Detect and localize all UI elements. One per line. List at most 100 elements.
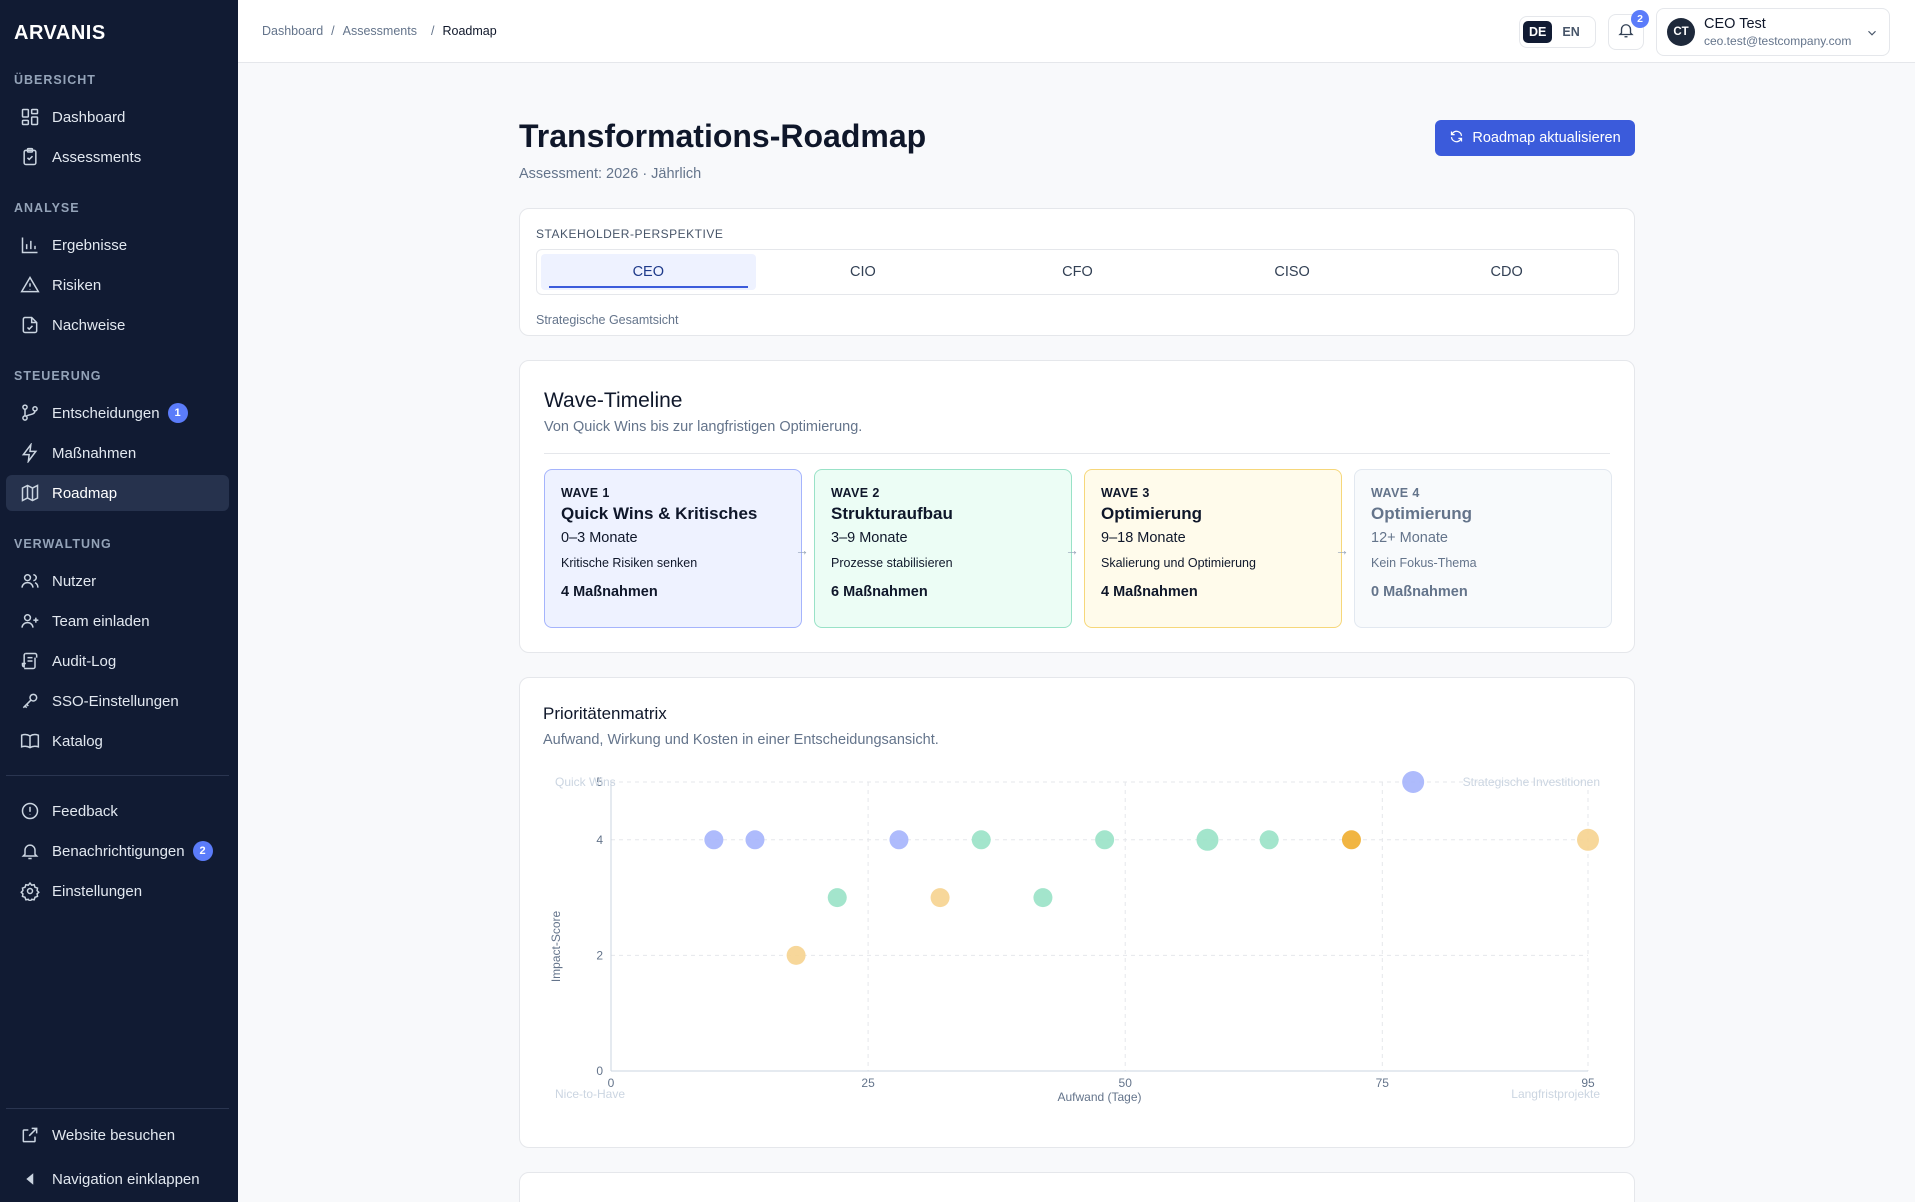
sidebar-item-label: Assessments bbox=[52, 148, 142, 166]
sidebar-item-results[interactable]: Ergebnisse bbox=[6, 227, 229, 263]
breadcrumb-dashboard[interactable]: Dashboard bbox=[262, 24, 324, 38]
wave-card-1[interactable]: WAVE 1 Quick Wins & Kritisches 0–3 Monat… bbox=[544, 469, 802, 628]
data-point bbox=[1196, 828, 1219, 851]
sidebar-item-risks[interactable]: Risiken bbox=[6, 267, 229, 303]
map-icon bbox=[20, 483, 40, 503]
user-email: ceo.test@testcompany.com bbox=[1704, 34, 1852, 48]
sidebar-divider bbox=[6, 1108, 229, 1109]
wave-timeline-card: Wave-Timeline Von Quick Wins bis zur lan… bbox=[519, 360, 1635, 653]
git-branch-icon bbox=[20, 403, 40, 423]
language-switcher: DE EN bbox=[1519, 16, 1596, 48]
sidebar-item-catalog[interactable]: Katalog bbox=[6, 723, 229, 759]
page-subtitle: Assessment: 2026 · Jährlich bbox=[519, 166, 702, 182]
data-point bbox=[1259, 830, 1279, 850]
sidebar-item-invite[interactable]: Team einladen bbox=[6, 603, 229, 639]
sidebar-item-feedback[interactable]: Feedback bbox=[6, 793, 229, 829]
sidebar-item-sso[interactable]: SSO-Einstellungen bbox=[6, 683, 229, 719]
arrow-right-icon: → bbox=[1335, 542, 1349, 558]
wave-measure-count: 0 Maßnahmen bbox=[1371, 584, 1468, 600]
wave-label: WAVE 4 bbox=[1371, 486, 1420, 500]
sidebar-item-assessments[interactable]: Assessments bbox=[6, 139, 229, 175]
nav-section-admin: VERWALTUNG bbox=[14, 537, 112, 551]
sidebar-item-label: Dashboard bbox=[52, 108, 126, 126]
wave-card-2[interactable]: WAVE 2 Strukturaufbau 3–9 Monate Prozess… bbox=[814, 469, 1072, 628]
tab-cio[interactable]: CIO bbox=[850, 264, 876, 280]
data-point bbox=[1341, 830, 1361, 850]
user-menu[interactable]: CT CEO Test ceo.test@testcompany.com bbox=[1656, 8, 1890, 56]
sidebar-item-audit-log[interactable]: Audit-Log bbox=[6, 643, 229, 679]
sidebar-item-decisions[interactable]: Entscheidungen 1 bbox=[6, 395, 229, 431]
wave-card-4[interactable]: WAVE 4 Optimierung 12+ Monate Kein Fokus… bbox=[1354, 469, 1612, 628]
x-tick-label: 95 bbox=[1581, 1076, 1595, 1090]
tab-ceo[interactable]: CEO bbox=[541, 254, 756, 290]
sidebar-item-label: Roadmap bbox=[52, 484, 118, 502]
sidebar-divider bbox=[6, 775, 229, 776]
external-link-icon bbox=[20, 1125, 40, 1145]
wave-focus: Prozesse stabilisieren bbox=[831, 556, 953, 570]
key-icon bbox=[20, 691, 40, 711]
breadcrumb: Dashboard / Assessments / Roadmap bbox=[262, 24, 497, 38]
users-icon bbox=[20, 571, 40, 591]
tab-ciso[interactable]: CISO bbox=[1274, 264, 1310, 280]
data-point bbox=[827, 888, 847, 908]
wave-duration: 12+ Monate bbox=[1371, 530, 1448, 546]
sidebar-item-settings[interactable]: Einstellungen bbox=[6, 873, 229, 909]
wave-focus: Skalierung und Optimierung bbox=[1101, 556, 1256, 570]
top-bar: Dashboard / Assessments / Roadmap DE EN … bbox=[238, 0, 1915, 63]
sidebar-item-label: Website besuchen bbox=[52, 1126, 176, 1144]
x-tick-label: 50 bbox=[1119, 1076, 1133, 1090]
data-point bbox=[745, 830, 765, 850]
wave-focus: Kritische Risiken senken bbox=[561, 556, 698, 570]
sidebar-item-label: Audit-Log bbox=[52, 652, 117, 670]
file-check-icon bbox=[20, 315, 40, 335]
refresh-roadmap-button[interactable]: Roadmap aktualisieren bbox=[1435, 120, 1635, 156]
y-tick-label: 5 bbox=[596, 775, 603, 789]
sidebar-item-roadmap[interactable]: Roadmap bbox=[6, 475, 229, 511]
priority-matrix-title: Prioritätenmatrix bbox=[543, 704, 667, 723]
nav-section-analysis: ANALYSE bbox=[14, 201, 80, 215]
lang-en-button[interactable]: EN bbox=[1562, 25, 1580, 39]
visit-website-link[interactable]: Website besuchen bbox=[6, 1117, 229, 1153]
collapse-navigation-button[interactable]: Navigation einklappen bbox=[6, 1161, 229, 1197]
data-point bbox=[786, 945, 806, 965]
wave-measure-count: 6 Maßnahmen bbox=[831, 584, 928, 600]
sidebar-item-label: Feedback bbox=[52, 802, 118, 820]
wave-card-3[interactable]: WAVE 3 Optimierung 9–18 Monate Skalierun… bbox=[1084, 469, 1342, 628]
sidebar-item-label: Maßnahmen bbox=[52, 444, 137, 462]
alert-circle-icon bbox=[20, 801, 40, 821]
sidebar-item-dashboard[interactable]: Dashboard bbox=[6, 99, 229, 135]
lang-de-button[interactable]: DE bbox=[1523, 21, 1553, 43]
bell-icon bbox=[20, 841, 40, 861]
notification-count-badge: 2 bbox=[1631, 10, 1649, 28]
x-tick-label: 75 bbox=[1376, 1076, 1390, 1090]
wave-title: Optimierung bbox=[1101, 504, 1203, 523]
brand-logo[interactable]: ARVANIS bbox=[14, 22, 106, 44]
wave-label: WAVE 1 bbox=[561, 486, 610, 500]
data-point bbox=[704, 830, 724, 850]
sidebar-item-notifications[interactable]: Benachrichtigungen 2 bbox=[6, 833, 229, 869]
data-point bbox=[1095, 830, 1115, 850]
quadrant-label-bottom-right: Langfristprojekte bbox=[1511, 1087, 1600, 1101]
gear-icon bbox=[20, 881, 40, 901]
arrow-right-icon: → bbox=[795, 542, 809, 558]
tab-cdo[interactable]: CDO bbox=[1490, 264, 1523, 280]
stakeholder-card: STAKEHOLDER-PERSPEKTIVE CEO CIO CFO CISO… bbox=[519, 208, 1635, 336]
sidebar-item-measures[interactable]: Maßnahmen bbox=[6, 435, 229, 471]
notifications-button[interactable]: 2 bbox=[1608, 10, 1649, 50]
bell-icon bbox=[1617, 21, 1635, 44]
quadrant-label-bottom-left: Nice-to-Have bbox=[555, 1087, 625, 1101]
wave-measure-count: 4 Maßnahmen bbox=[1101, 584, 1198, 600]
breadcrumb-separator: / bbox=[331, 24, 335, 38]
tab-cfo[interactable]: CFO bbox=[1062, 264, 1093, 280]
sidebar-item-evidence[interactable]: Nachweise bbox=[6, 307, 229, 343]
breadcrumb-assessments[interactable]: Assessments bbox=[342, 24, 417, 38]
sidebar-item-users[interactable]: Nutzer bbox=[6, 563, 229, 599]
y-tick-label: 2 bbox=[596, 948, 603, 962]
wave-duration: 3–9 Monate bbox=[831, 530, 908, 546]
x-tick-label: 25 bbox=[861, 1076, 875, 1090]
data-point bbox=[1402, 771, 1425, 793]
data-point bbox=[930, 888, 950, 908]
sidebar-item-label: Navigation einklappen bbox=[52, 1170, 200, 1188]
y-tick-label: 4 bbox=[596, 833, 603, 847]
